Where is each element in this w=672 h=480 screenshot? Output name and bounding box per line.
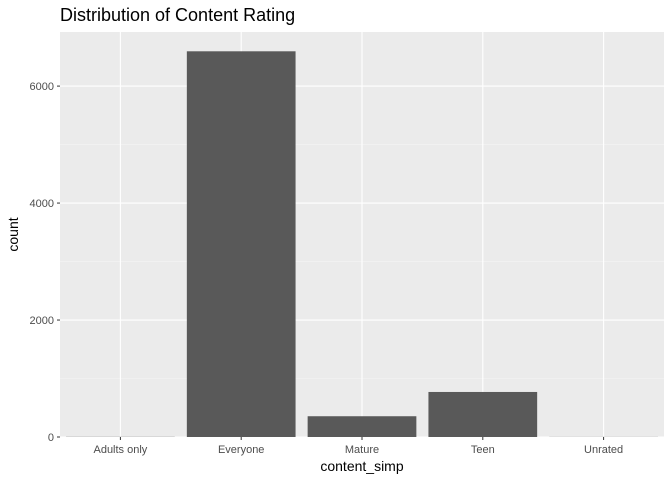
x-axis: Adults only Everyone Mature Teen Unrated <box>93 437 623 456</box>
y-axis-title: count <box>5 217 21 251</box>
x-axis-title: content_simp <box>320 458 403 474</box>
y-tick-label: 6000 <box>30 81 54 93</box>
y-tick-label: 4000 <box>30 198 54 210</box>
chart-title: Distribution of Content Rating <box>60 5 295 25</box>
bar-everyone <box>186 51 296 437</box>
x-tick-label: Adults only <box>93 444 147 456</box>
bar-teen <box>428 391 538 437</box>
bars <box>66 51 658 437</box>
x-tick-label: Teen <box>471 444 495 456</box>
x-tick-label: Mature <box>345 444 379 456</box>
x-tick-label: Unrated <box>584 444 623 456</box>
y-tick-label: 2000 <box>30 315 54 327</box>
y-tick-label: 0 <box>48 432 54 444</box>
bar-mature <box>307 416 417 437</box>
x-tick-label: Everyone <box>218 444 264 456</box>
y-axis: 0 2000 4000 6000 <box>30 81 60 444</box>
